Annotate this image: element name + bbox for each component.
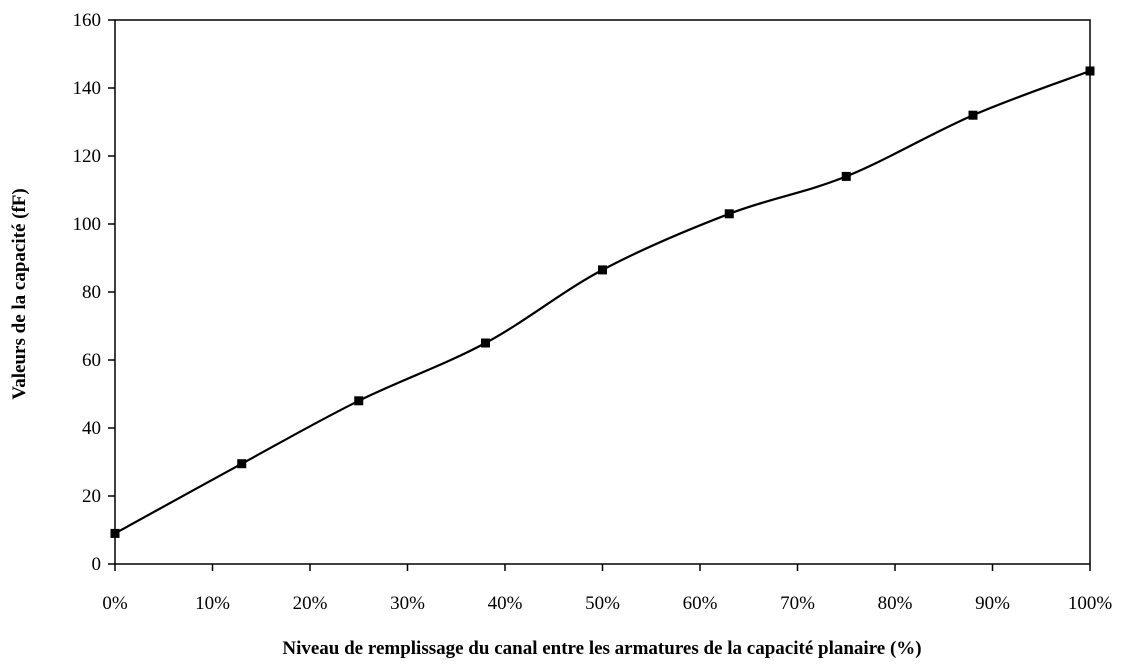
- y-tick-label: 120: [73, 146, 102, 167]
- x-axis-title: Niveau de remplissage du canal entre les…: [282, 638, 921, 659]
- series-group: [110, 66, 1095, 538]
- data-point-marker: [1085, 66, 1095, 76]
- x-tick-label: 50%: [585, 593, 620, 614]
- x-tick-label: 10%: [195, 593, 230, 614]
- x-tick-label: 100%: [1068, 593, 1113, 614]
- data-point-marker: [598, 265, 607, 275]
- y-axis-title: Valeurs de la capacité (fF): [9, 188, 30, 399]
- y-tick-label: 140: [73, 78, 102, 99]
- y-tick-label: 20: [82, 486, 101, 507]
- plot-area-border: [114, 19, 1091, 565]
- x-tick-label: 90%: [975, 593, 1010, 614]
- y-axis-ticks: 0 20 40 60 80 100 120 140 160: [73, 10, 115, 575]
- series-line: [114, 69, 1091, 535]
- data-point-marker: [841, 171, 851, 181]
- x-tick-label: 30%: [390, 593, 425, 614]
- x-axis-ticks: 0% 10% 20% 30% 40% 50% 60% 70% 80% 90% 100%: [102, 564, 1112, 614]
- data-point-marker: [237, 459, 247, 469]
- x-tick-label: 70%: [780, 593, 815, 614]
- x-tick-label: 40%: [488, 593, 523, 614]
- y-tick-label: 60: [82, 350, 101, 371]
- data-point-marker: [481, 338, 490, 348]
- y-tick-label: 160: [73, 10, 102, 31]
- x-tick-label: 60%: [683, 593, 718, 614]
- plot-frame: [114, 19, 1091, 565]
- x-tick-label: 80%: [878, 593, 913, 614]
- y-tick-label: 80: [82, 282, 101, 303]
- x-tick-label: 0%: [102, 593, 128, 614]
- data-point-marker: [724, 209, 734, 219]
- data-point-marker: [968, 110, 978, 120]
- y-tick-label: 40: [82, 418, 101, 439]
- data-point-marker: [354, 396, 364, 406]
- y-tick-label: 100: [73, 214, 102, 235]
- y-tick-label: 0: [92, 554, 102, 575]
- x-tick-label: 20%: [293, 593, 328, 614]
- data-point-marker: [110, 528, 120, 538]
